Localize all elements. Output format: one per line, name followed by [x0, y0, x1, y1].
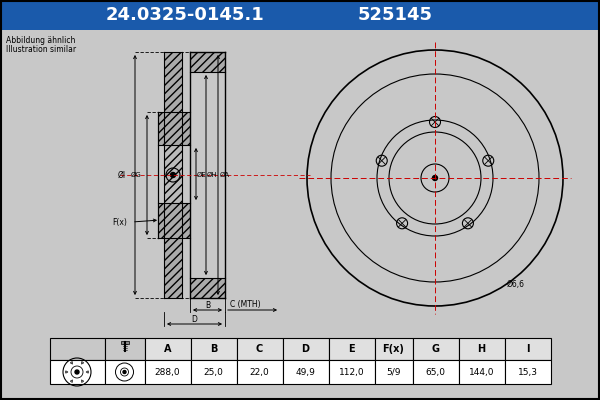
Bar: [49, 360, 104, 384]
Bar: [121, 341, 128, 344]
Circle shape: [170, 172, 176, 178]
Bar: [413, 338, 458, 360]
Wedge shape: [82, 380, 83, 382]
Text: ØG: ØG: [131, 172, 142, 178]
Text: I: I: [526, 344, 529, 354]
Text: 112,0: 112,0: [338, 368, 364, 376]
Text: D: D: [191, 314, 197, 324]
Bar: [236, 360, 283, 384]
Text: 15,3: 15,3: [517, 368, 538, 376]
Text: A: A: [164, 344, 171, 354]
Bar: [458, 338, 505, 360]
Wedge shape: [70, 362, 73, 364]
Bar: [191, 338, 236, 360]
Text: ØA: ØA: [220, 172, 230, 178]
Bar: [164, 52, 182, 112]
Wedge shape: [65, 371, 68, 373]
Wedge shape: [82, 362, 83, 364]
Bar: [374, 360, 413, 384]
Bar: [164, 238, 182, 298]
Wedge shape: [70, 380, 73, 382]
Bar: [374, 338, 413, 360]
Bar: [49, 338, 104, 360]
Bar: [158, 112, 190, 145]
Bar: [283, 360, 329, 384]
Text: Illustration similar: Illustration similar: [6, 45, 76, 54]
Circle shape: [123, 370, 126, 374]
Text: 25,0: 25,0: [203, 368, 223, 376]
Bar: [329, 360, 374, 384]
Text: H: H: [478, 344, 485, 354]
Text: Abbildung ähnlich: Abbildung ähnlich: [6, 36, 76, 45]
Text: ØH: ØH: [207, 172, 218, 178]
Bar: [190, 278, 225, 298]
Text: 65,0: 65,0: [425, 368, 445, 376]
Text: B: B: [205, 300, 210, 310]
Bar: [329, 338, 374, 360]
Bar: [164, 145, 182, 203]
Text: 5/9: 5/9: [386, 368, 401, 376]
Text: Ø6,6: Ø6,6: [507, 280, 525, 289]
Text: 525145: 525145: [358, 6, 433, 24]
Text: 22,0: 22,0: [250, 368, 269, 376]
Bar: [413, 360, 458, 384]
Text: 49,9: 49,9: [296, 368, 316, 376]
Bar: [0, 0, 600, 30]
Text: 288,0: 288,0: [155, 368, 181, 376]
Text: D: D: [302, 344, 310, 354]
Text: 24.0325-0145.1: 24.0325-0145.1: [106, 6, 265, 24]
Bar: [145, 338, 191, 360]
Bar: [505, 360, 551, 384]
Text: 144,0: 144,0: [469, 368, 494, 376]
Bar: [236, 338, 283, 360]
Bar: [158, 203, 190, 238]
Text: ØI: ØI: [118, 170, 126, 180]
Text: E: E: [348, 344, 355, 354]
Bar: [458, 360, 505, 384]
Bar: [190, 52, 225, 72]
Bar: [164, 145, 182, 203]
Text: G: G: [431, 344, 439, 354]
Bar: [104, 360, 145, 384]
Text: F(x): F(x): [383, 344, 404, 354]
Circle shape: [75, 370, 79, 374]
Bar: [505, 338, 551, 360]
Bar: [104, 338, 145, 360]
Bar: [145, 360, 191, 384]
Text: ØE: ØE: [197, 172, 207, 178]
Bar: [283, 338, 329, 360]
Text: C (MTH): C (MTH): [230, 300, 260, 310]
Wedge shape: [86, 371, 89, 373]
Circle shape: [433, 176, 437, 180]
Text: C: C: [256, 344, 263, 354]
Bar: [191, 360, 236, 384]
Text: B: B: [210, 344, 217, 354]
Text: F(x): F(x): [113, 218, 127, 226]
